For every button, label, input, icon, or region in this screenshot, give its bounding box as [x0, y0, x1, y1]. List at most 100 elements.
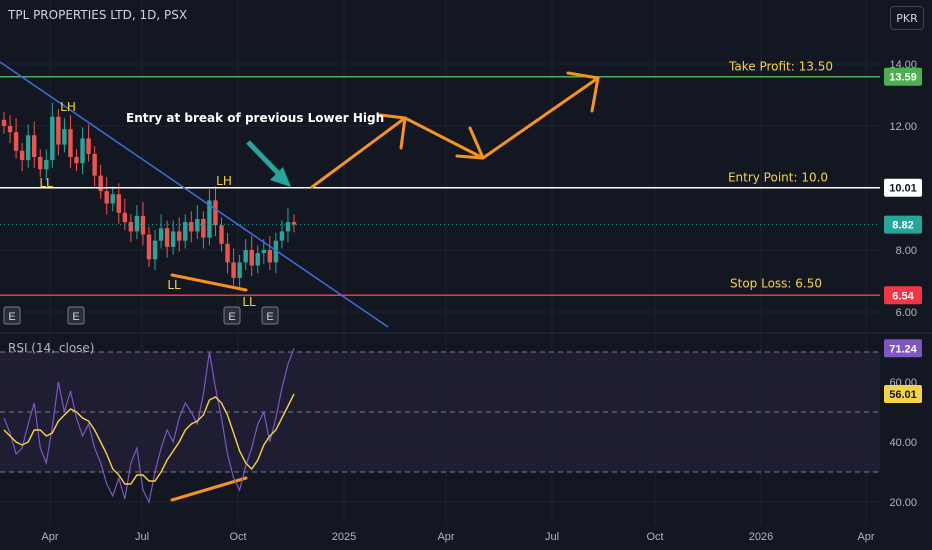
candle-body: [183, 222, 188, 241]
projected-path[interactable]: [310, 76, 600, 189]
x-tick-label: Oct: [229, 531, 246, 543]
y-tick-label: 12.00: [889, 121, 917, 133]
currency-button[interactable]: PKR: [890, 6, 924, 30]
x-tick-label: Oct: [646, 531, 663, 543]
candle-body: [273, 240, 279, 263]
candle-body: [32, 135, 37, 157]
take-profit-price-label-box: [884, 67, 922, 86]
arrowhead-2: [455, 126, 485, 160]
x-tick-label: Apr: [437, 531, 454, 543]
last-price-label-box: [884, 215, 922, 234]
rsi-ma-value-label-box: [884, 384, 922, 403]
rsi-line: [3, 348, 295, 504]
candle-body: [219, 225, 224, 244]
event-marker[interactable]: [223, 306, 241, 325]
candle-body: [207, 200, 212, 238]
y-tick-label: 6.00: [896, 307, 917, 319]
rsi-y-tick-label: 20.00: [889, 497, 917, 509]
price-divergence-line: [170, 273, 248, 292]
candle-body: [231, 262, 236, 278]
candle-body: [38, 157, 43, 170]
event-marker-letter: E: [72, 311, 79, 323]
candle-body: [116, 194, 121, 213]
candle-body: [74, 157, 79, 164]
swing-label-lh: LH: [216, 174, 232, 188]
candle-body: [7, 126, 13, 133]
candle-body: [80, 138, 85, 164]
rsi-ma-value-label: 56.01: [889, 389, 917, 401]
rsi-ma-line: [3, 393, 295, 485]
rsi-value-label-box: [884, 339, 922, 358]
candle-body: [164, 228, 170, 247]
candle-body: [261, 250, 266, 254]
stop-loss-price-label: 6.54: [892, 290, 914, 302]
candle-body: [104, 191, 109, 204]
candle-body: [189, 222, 194, 232]
x-tick-label: Jul: [545, 531, 559, 543]
rsi-y-tick-label: 40.00: [889, 437, 917, 449]
entry-annotation-text: Entry at break of previous Lower High: [126, 111, 384, 125]
candle-body: [13, 132, 19, 151]
event-marker-letter: E: [266, 311, 273, 323]
candle-body: [50, 116, 55, 161]
candle-body: [195, 219, 200, 232]
swing-label-ll: LL: [39, 176, 53, 190]
stop-loss-text: Stop Loss: 6.50: [730, 276, 822, 290]
candle-body: [25, 135, 31, 161]
candle-body: [1, 119, 7, 126]
event-marker[interactable]: [261, 306, 279, 325]
candle-body: [213, 200, 218, 226]
entry-point-text: Entry Point: 10.0: [728, 171, 828, 185]
candle-body: [201, 219, 206, 238]
y-tick-label: 8.00: [896, 245, 917, 257]
chart-title[interactable]: TPL PROPERTIES LTD, 1D, PSX: [8, 8, 188, 22]
candle-body: [134, 215, 140, 232]
rsi-label[interactable]: RSI (14, close): [8, 341, 95, 355]
take-profit-text: Take Profit: 13.50: [728, 60, 833, 74]
take-profit-price-label: 13.59: [889, 72, 917, 84]
candle-body: [146, 234, 152, 260]
downtrend-line[interactable]: [0, 61, 389, 328]
swing-label-lh: LH: [60, 100, 76, 114]
candle-body: [237, 262, 242, 278]
arrowhead-1: [378, 113, 407, 150]
annotation-texts: Take Profit: 13.50 Entry Point: 10.0 Stop …: [39, 60, 833, 309]
rsi-lines: [3, 348, 295, 504]
candle-body: [291, 222, 297, 225]
event-marker-letter: E: [228, 311, 235, 323]
candle-body: [68, 129, 73, 157]
candle-body: [255, 253, 260, 266]
drawings[interactable]: [0, 61, 600, 502]
x-tick-label: 2026: [749, 531, 773, 543]
grid: [0, 0, 880, 525]
rsi-value-label: 71.24: [889, 343, 917, 355]
candle-body: [122, 212, 128, 223]
entry-price-label-box: [884, 178, 922, 197]
swing-label-ll: LL: [242, 295, 256, 309]
axes[interactable]: Apr Jul Oct 2025 Apr Jul Oct 2026 Apr 6.00 8.00 10.…: [3, 59, 922, 543]
x-tick-label: Apr: [857, 531, 874, 543]
rsi-divergence-line: [170, 476, 248, 502]
candle-body: [44, 160, 49, 170]
candle-body: [152, 240, 158, 260]
candle-body: [19, 150, 25, 161]
x-tick-label: 2025: [332, 531, 356, 543]
teal-arrow-shaft: [246, 140, 282, 177]
candle-body: [158, 228, 164, 241]
candle-body: [249, 250, 254, 266]
swing-label-ll: LL: [167, 278, 181, 292]
candles[interactable]: [1, 102, 297, 289]
price-levels[interactable]: [0, 75, 880, 297]
candle-body: [62, 129, 67, 145]
event-marker[interactable]: [67, 306, 85, 325]
stop-loss-price-label-box: [884, 286, 922, 305]
candle-body: [267, 250, 273, 263]
candle-body: [110, 194, 115, 204]
teal-arrow-head: [270, 167, 291, 187]
last-price-label: 8.82: [892, 220, 913, 232]
candle-body: [128, 222, 134, 232]
candle-body: [86, 138, 91, 154]
event-marker[interactable]: [3, 306, 21, 325]
candle-body: [170, 231, 176, 247]
